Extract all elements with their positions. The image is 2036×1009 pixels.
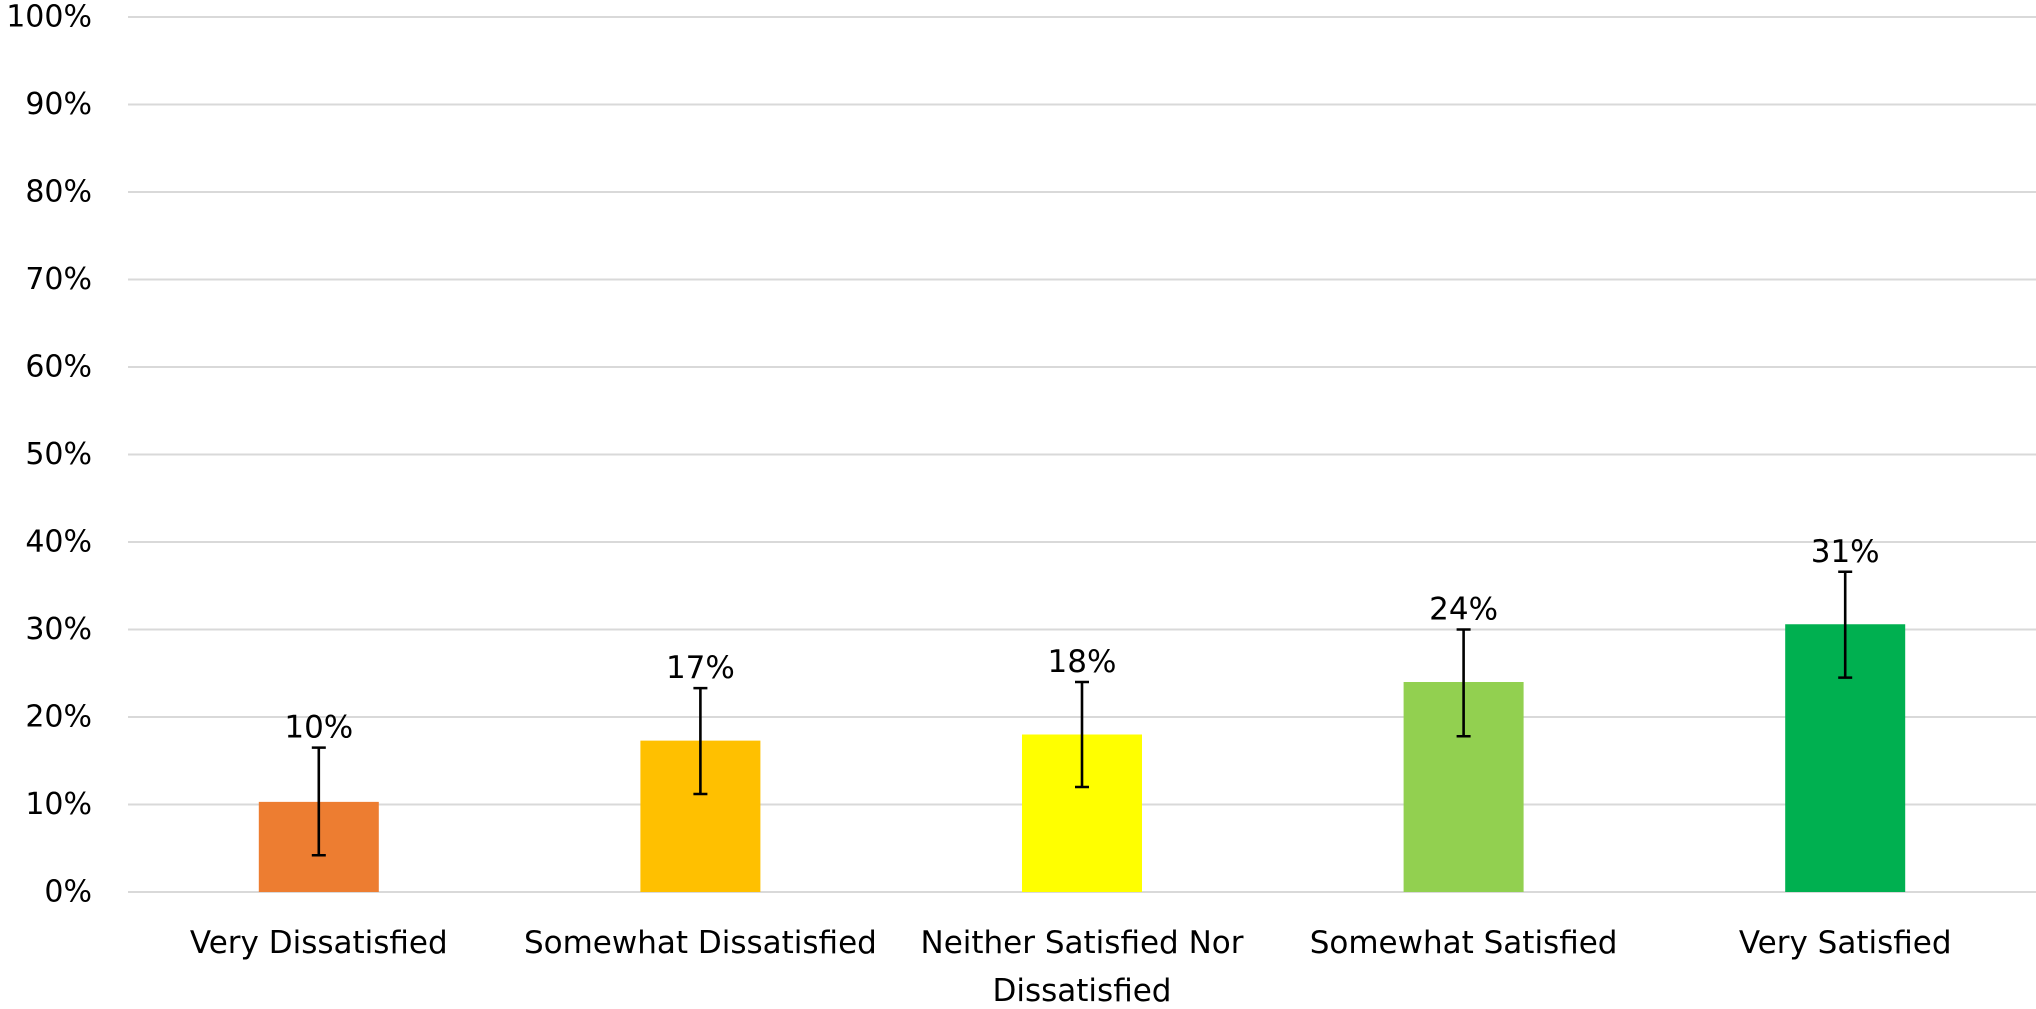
x-category-label: Somewhat Satisfied [1310,925,1618,961]
error-bar [1456,628,1471,738]
y-tick-label: 10% [25,787,92,822]
x-category-label: Somewhat Dissatisfied [524,925,877,961]
y-tick-label: 20% [25,700,92,735]
x-category-label-line: Somewhat Dissatisfied [524,925,877,961]
x-category-label: Very Dissatisfied [190,925,448,961]
error-bars [311,570,1853,857]
y-tick-label: 50% [25,437,92,472]
data-label: 17% [666,650,735,686]
y-tick-label: 70% [25,262,92,297]
x-category-label-line: Very Satisfied [1739,925,1952,961]
error-bar [1838,570,1853,679]
x-category-label-line: Neither Satisfied Nor [921,925,1244,961]
y-tick-label: 40% [25,525,92,560]
data-label: 10% [284,710,353,746]
x-category-label-line: Dissatisfied [993,973,1172,1009]
y-tick-label: 0% [44,875,92,910]
x-category-label-line: Very Dissatisfied [190,925,448,961]
y-tick-label: 100% [6,0,92,35]
y-tick-label: 80% [25,175,92,210]
y-tick-label: 90% [25,87,92,122]
x-category-label-line: Somewhat Satisfied [1310,925,1618,961]
data-label: 31% [1811,534,1880,570]
y-tick-label: 60% [25,350,92,385]
x-category-label: Neither Satisfied Nor Dissatisfied [921,925,1244,1009]
y-axis-tick-labels: 0% 10% 20% 30% 40% 50% 60% 70% 80% 90% 100% [6,0,92,910]
x-category-label: Very Satisfied [1739,925,1952,961]
gridlines [128,16,2036,893]
data-label: 24% [1429,592,1498,628]
error-bar [693,686,708,796]
error-bar [311,746,326,857]
x-axis-category-labels: Very Dissatisfied Somewhat Dissatisfied Ne… [190,925,1952,1009]
data-label: 18% [1048,644,1117,680]
data-labels: 10% 17% 18% 24% 31% [284,534,1879,746]
error-bar [1075,680,1089,789]
y-tick-label: 30% [25,612,92,647]
